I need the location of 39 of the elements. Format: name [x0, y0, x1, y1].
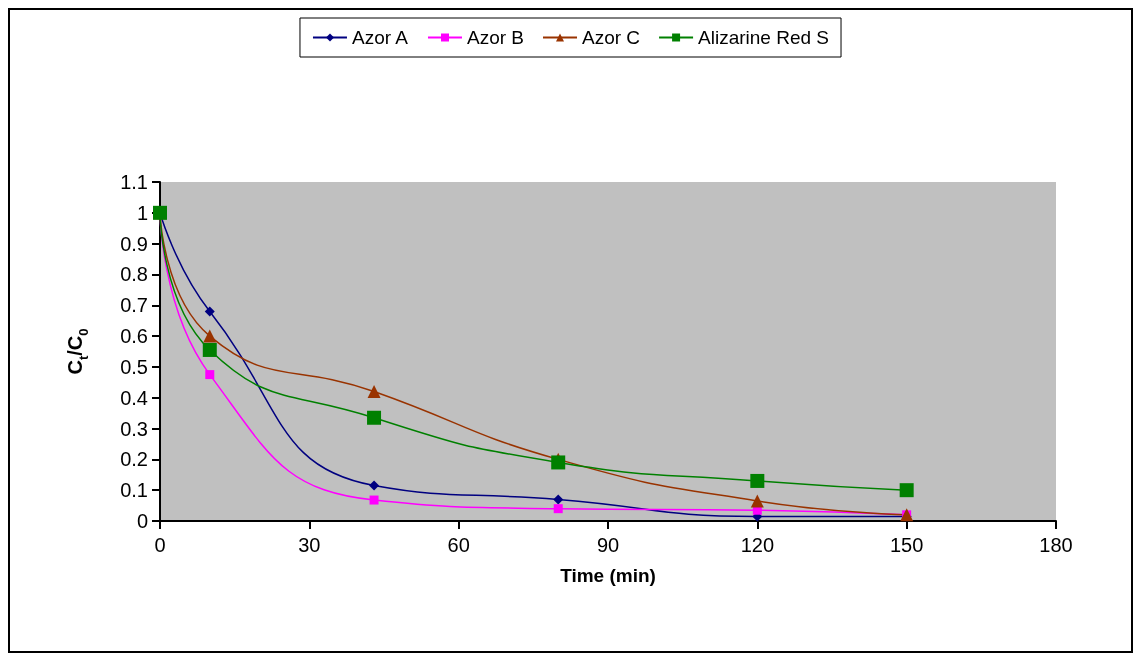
y-tick-label: 1 — [136, 201, 148, 224]
point — [369, 495, 379, 505]
point — [553, 494, 564, 505]
legend-label: Azor B — [466, 27, 525, 48]
x-tick-label: 30 — [298, 534, 321, 556]
legend-label: Azor C — [582, 27, 641, 48]
legend-label: Azor A — [351, 27, 409, 48]
y-tick-label: 1.1 — [120, 171, 148, 193]
legend-label: Alizarine Red S — [698, 27, 830, 48]
point — [367, 385, 381, 399]
y-tick-label: 0.4 — [120, 386, 148, 409]
point — [202, 342, 217, 357]
x-tick-label: 60 — [447, 534, 470, 556]
y-tick-label: 0.3 — [120, 417, 148, 440]
y-tick-label: 0.2 — [120, 448, 148, 471]
point — [204, 306, 215, 317]
point — [205, 370, 215, 380]
y-tick-label: 0 — [136, 510, 148, 532]
y-tick-label: 0.6 — [120, 325, 148, 348]
x-tick-label: 90 — [596, 534, 620, 556]
y-tick-label: 0.1 — [120, 479, 148, 502]
y-tick-label: 0.5 — [120, 355, 148, 378]
x-axis-title: Time (min) — [560, 565, 656, 586]
point — [899, 483, 914, 498]
point — [750, 494, 764, 508]
point — [553, 504, 563, 514]
point — [367, 410, 382, 425]
point — [750, 473, 765, 488]
y-tick-label: 0.8 — [120, 263, 148, 286]
y-tick-label: 0.9 — [120, 232, 148, 255]
point — [203, 329, 217, 343]
point — [551, 455, 566, 470]
x-tick-label: 120 — [740, 534, 775, 556]
y-axis-title: Ct/C0 — [64, 328, 91, 375]
x-tick-label: 150 — [889, 534, 924, 556]
x-tick-label: 180 — [1039, 534, 1073, 556]
point — [369, 480, 380, 491]
x-tick-label: 0 — [154, 534, 166, 556]
y-tick-label: 0.7 — [120, 294, 148, 317]
